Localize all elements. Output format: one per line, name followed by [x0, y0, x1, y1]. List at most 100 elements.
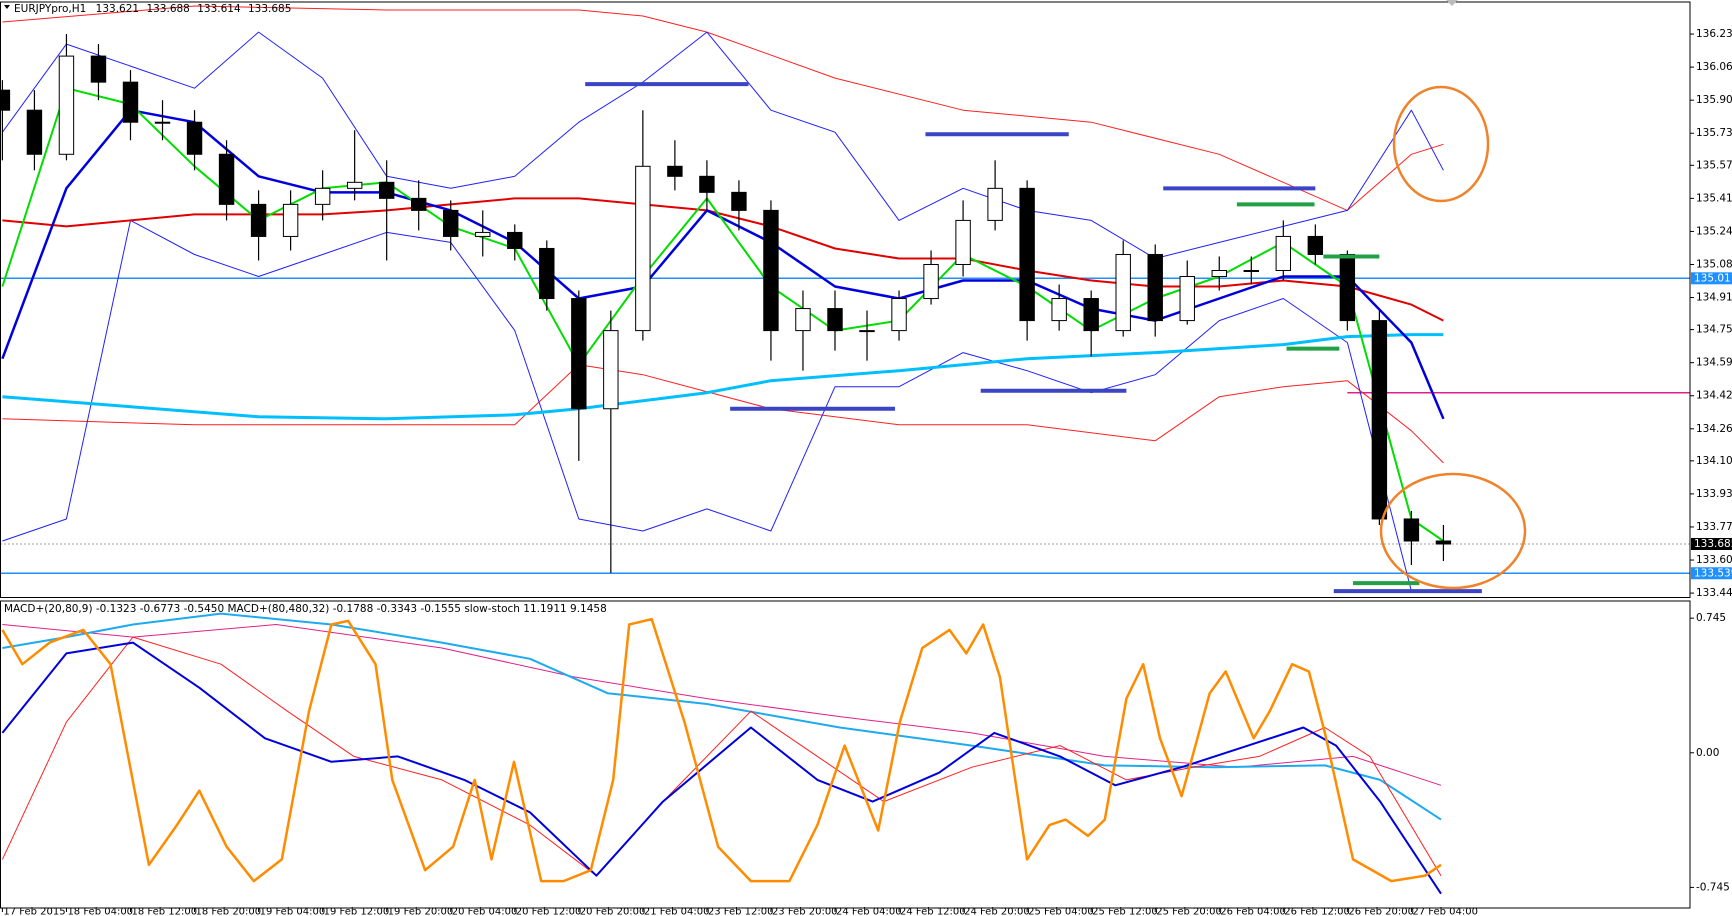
candle-body [1019, 187, 1035, 322]
x-tick-label: 18 Feb 04:00 [67, 907, 133, 916]
candle-body [90, 55, 107, 83]
x-tick-label: 19 Feb 04:00 [260, 907, 326, 916]
candle-body [1115, 253, 1131, 332]
symbol: EURJPYpro,H1 [14, 3, 86, 15]
candle-body [1275, 235, 1292, 271]
candle-body [1243, 269, 1259, 272]
x-tick-label: 26 Feb 20:00 [1348, 907, 1414, 916]
candle-body [314, 187, 331, 205]
candle-body [987, 187, 1003, 221]
symbol-header: EURJPYpro,H1 133.621 133.688 133.614 133… [14, 3, 291, 15]
indicator-line [2, 624, 1442, 786]
candle-body [250, 203, 267, 237]
indicator-line [1, 87, 1444, 542]
y-tick-label: 134.100 [1696, 455, 1732, 467]
candle-body [186, 121, 203, 155]
indicator-line [2, 219, 1444, 592]
candle-body [1083, 298, 1099, 332]
main-panel-frame [0, 1, 1691, 598]
candle-body [635, 165, 651, 332]
candles-layer [0, 34, 1452, 574]
candle-body [378, 181, 395, 199]
candle-body [410, 197, 427, 211]
candle-body [218, 153, 235, 205]
x-tick-label: 20 Feb 04:00 [452, 907, 518, 916]
y-tick-label: 135.410 [1696, 192, 1732, 204]
y-tick-label: 135.245 [1696, 225, 1732, 237]
y-tick-label: 135.080 [1696, 258, 1732, 270]
y-tick-label: 134.590 [1696, 357, 1732, 369]
candle-body [827, 308, 843, 332]
candle-body [667, 165, 683, 177]
indicator-line [1, 617, 1442, 883]
candle-body [731, 191, 747, 211]
y-tick-label: -0.745 [1696, 881, 1730, 893]
drawings-layer [585, 82, 1482, 594]
candle-body [282, 203, 299, 237]
x-tick-label: 18 Feb 12:00 [131, 907, 197, 916]
header-high: 133.688 [146, 3, 189, 15]
indicator-line [2, 333, 1444, 421]
candle-body [1147, 253, 1163, 322]
candle-body [699, 175, 715, 193]
price-level-label: 133.539 [1694, 567, 1732, 579]
indicator-line [2, 364, 1444, 464]
candle-body [443, 209, 459, 237]
y-tick-label: 134.755 [1696, 324, 1732, 336]
candle-body [1339, 253, 1356, 322]
x-tick-label: 19 Feb 20:00 [388, 907, 454, 916]
candle-body [1435, 540, 1452, 545]
header-open: 133.621 [96, 3, 139, 15]
menu-triangle [4, 5, 10, 9]
candle-body [475, 231, 491, 237]
indicator-line [1, 641, 1442, 895]
highlight-circle [1392, 85, 1490, 203]
x-tick-label: 24 Feb 12:00 [900, 907, 966, 916]
candle-body [1371, 320, 1388, 520]
y-tick-label: 135.575 [1696, 159, 1732, 171]
candle-body [955, 219, 971, 265]
price-level-label-bg [1691, 567, 1732, 580]
price-level-label: 135.011 [1694, 272, 1732, 284]
candle-body [891, 298, 907, 332]
y-tick-label: 136.230 [1696, 28, 1732, 40]
indicator-header: MACD+(20,80,9) -0.1323 -0.6773 -0.5450 M… [4, 603, 607, 615]
candle-body [795, 308, 811, 332]
lines-layer [1, 5, 1445, 895]
candle-body [507, 231, 523, 249]
header-close: 133.685 [248, 3, 291, 15]
x-tick-label: 23 Feb 20:00 [772, 907, 838, 916]
highlight-circle [1379, 472, 1527, 590]
x-tick-label: 26 Feb 04:00 [1220, 907, 1286, 916]
candle-body [603, 330, 619, 410]
candle-body [763, 209, 779, 332]
price-level-label-bg [1691, 272, 1732, 285]
x-tick-label: 24 Feb 20:00 [964, 907, 1030, 916]
price-level-label-bg [1691, 538, 1732, 551]
x-tick-label: 24 Feb 04:00 [836, 907, 902, 916]
y-tick-label: 134.425 [1696, 390, 1732, 402]
y-tick-label: 133.770 [1696, 521, 1732, 533]
y-tick-label: 135.900 [1696, 94, 1732, 106]
x-tick-label: 20 Feb 20:00 [580, 907, 646, 916]
y-tick-label: 135.735 [1696, 127, 1732, 139]
indicator-line [2, 612, 1442, 821]
candle-body [923, 263, 939, 300]
plot-layers: 136.230 136.065 135.900 135.735 135.575 135.4… [0, 5, 1732, 916]
x-tick-label: 17 Feb 2015 [3, 907, 65, 916]
x-tick-label: 20 Feb 12:00 [516, 907, 582, 916]
x-tick-label: 21 Feb 04:00 [644, 907, 710, 916]
candle-body [859, 330, 875, 333]
candle-body [539, 247, 555, 300]
x-tick-label: 19 Feb 12:00 [324, 907, 390, 916]
price-level-label: 133.685 [1694, 538, 1732, 550]
x-tick-label: 25 Feb 04:00 [1028, 907, 1094, 916]
candle-body [571, 298, 587, 410]
candle-body [1211, 269, 1227, 278]
indicator-line [1, 31, 1444, 259]
y-tick-label: 136.065 [1696, 61, 1732, 73]
x-tick-label: 27 Feb 04:00 [1412, 907, 1478, 916]
y-tick-label: 133.935 [1696, 488, 1732, 500]
y-tick-label: 0.745 [1696, 612, 1726, 624]
